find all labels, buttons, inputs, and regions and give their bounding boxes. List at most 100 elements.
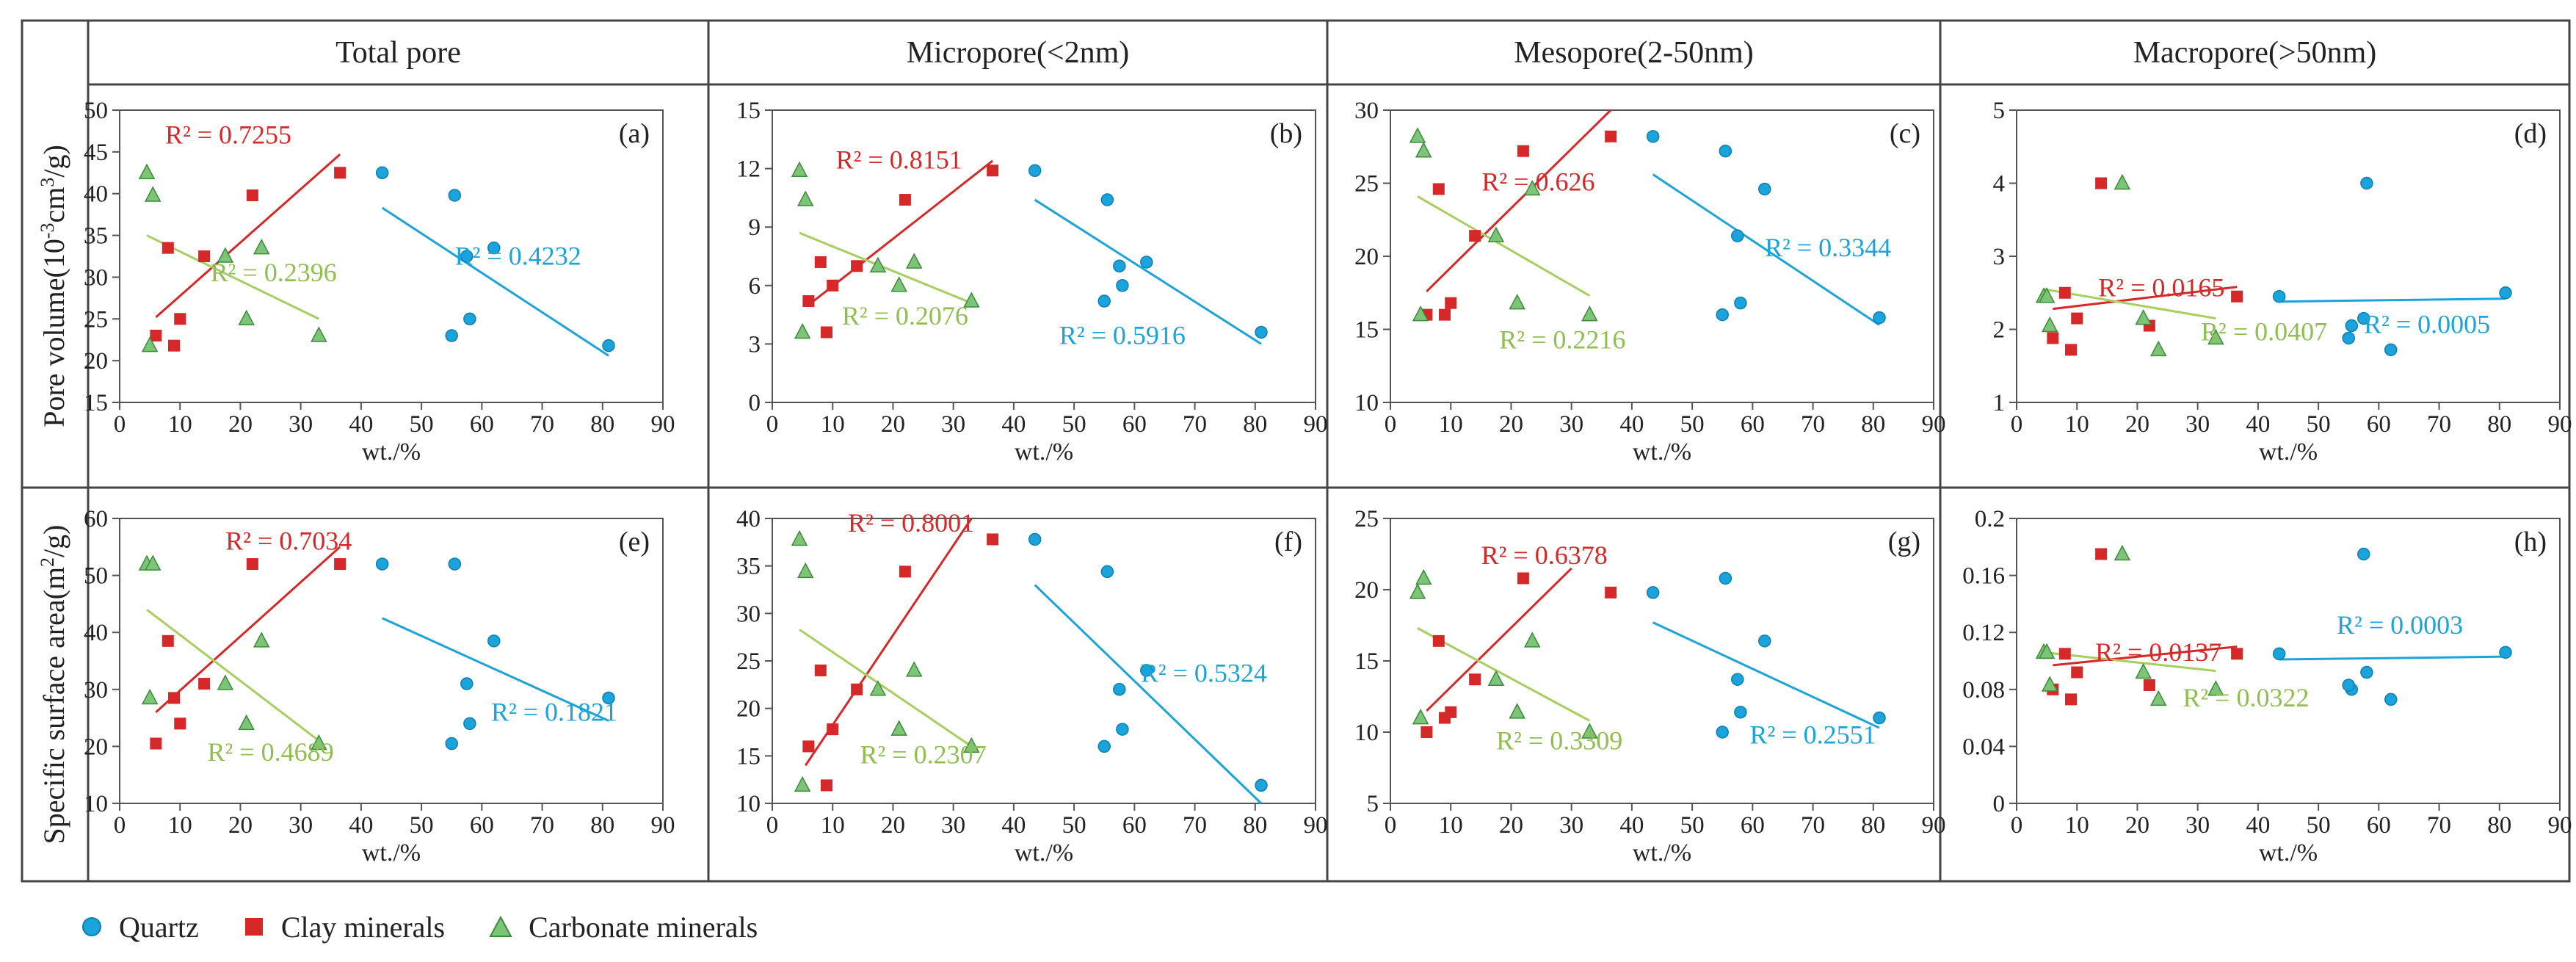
- point-clay: [1469, 230, 1481, 242]
- point-carbonate: [1409, 127, 1426, 143]
- x-tick-label: 80: [2487, 812, 2511, 839]
- point-quartz: [463, 312, 476, 326]
- x-tick-label: 70: [530, 411, 554, 438]
- x-tick-label: 50: [410, 812, 434, 839]
- r2-label-carbonate: R² = 0.2307: [860, 740, 987, 770]
- x-tick-label: 50: [1680, 812, 1705, 839]
- point-clay: [198, 250, 211, 262]
- panel-id: (e): [619, 527, 650, 557]
- x-tick-label: 0: [1385, 812, 1397, 839]
- fit-line-carbonate: [146, 608, 320, 742]
- point-carbonate: [217, 674, 234, 690]
- x-tick-label: 50: [1062, 411, 1086, 438]
- y-tick-label: 40: [84, 181, 108, 208]
- x-tick-label: 20: [2125, 411, 2149, 438]
- x-tick-label: 10: [821, 411, 845, 438]
- r2-label-clay: R² = 0.626: [1481, 167, 1594, 196]
- point-quartz: [460, 677, 474, 690]
- y-tick-label: 4: [1993, 171, 2006, 198]
- point-quartz: [1255, 325, 1268, 339]
- point-clay: [802, 740, 815, 753]
- point-carbonate: [311, 326, 327, 342]
- legend-marker-carbonate: [489, 916, 512, 937]
- point-quartz: [2272, 647, 2286, 661]
- x-tick-label: 10: [168, 812, 192, 839]
- legend-item-quartz: Quartz: [81, 910, 199, 944]
- r2-label-clay: R² = 0.7255: [165, 120, 291, 149]
- y-tick-label: 15: [1354, 317, 1379, 344]
- point-carbonate: [2114, 544, 2131, 561]
- x-tick-label: 0: [2011, 812, 2023, 839]
- fit-line-clay: [2053, 645, 2238, 667]
- panel-e: 0 10 20 30 40 50 60 70 80 90102030405060wt./%(e)R…: [84, 506, 675, 867]
- point-carbonate: [2038, 287, 2056, 303]
- point-quartz: [1140, 664, 1153, 677]
- point-clay: [987, 164, 999, 177]
- point-clay: [334, 167, 347, 179]
- y-tick-label: 20: [84, 348, 108, 375]
- y-tick-label: 25: [84, 306, 108, 333]
- point-carbonate: [138, 163, 156, 180]
- x-tick-label: 40: [1001, 812, 1026, 839]
- x-tick-label: 0: [766, 812, 779, 839]
- y-tick-label: 6: [749, 273, 761, 300]
- point-carbonate: [794, 775, 811, 792]
- fit-line-carbonate: [146, 234, 319, 320]
- x-tick-label: 10: [1439, 812, 1463, 839]
- r2-label-clay: R² = 0.6378: [1481, 540, 1608, 570]
- x-tick-label: 90: [1922, 411, 1946, 438]
- point-carbonate: [2207, 680, 2224, 696]
- point-quartz: [487, 634, 501, 648]
- x-tick-label: 20: [881, 411, 905, 438]
- x-tick-label: 60: [1741, 411, 1765, 438]
- x-tick-label: 60: [2367, 411, 2391, 438]
- x-tick-label: 0: [766, 411, 779, 438]
- panel-f: 0 10 20 30 40 50 60 70 80 9010152025303540wt./%(f…: [736, 506, 1328, 867]
- x-tick-label: 90: [1304, 812, 1328, 839]
- x-tick-label: 60: [1122, 411, 1147, 438]
- fit-line-carbonate: [1417, 195, 1591, 297]
- y-tick-label: 20: [1354, 244, 1379, 270]
- x-axis-label: wt./%: [2259, 839, 2318, 867]
- x-tick-label: 30: [941, 411, 965, 438]
- x-tick-label: 70: [2427, 812, 2451, 839]
- legend: Quartz Clay minerals Carbonate minerals: [81, 905, 802, 949]
- y-tick-label: 15: [1354, 648, 1379, 675]
- point-quartz: [1719, 571, 1733, 585]
- point-quartz: [460, 250, 474, 263]
- point-quartz: [602, 339, 615, 352]
- point-clay: [1432, 183, 1445, 195]
- point-carbonate: [1523, 179, 1541, 196]
- point-carbonate: [217, 247, 234, 263]
- point-carbonate: [794, 322, 811, 339]
- point-clay: [162, 634, 174, 647]
- point-carbonate: [2149, 340, 2167, 357]
- fit-line-clay: [808, 159, 994, 306]
- point-quartz: [1731, 673, 1744, 686]
- figure-svg: Total pore Micropore(<2nm) Mesopore(2-50nm…: [21, 19, 2572, 883]
- y-tick-label: 0: [749, 390, 761, 416]
- point-carbonate: [869, 680, 887, 696]
- fit-line-clay: [2053, 286, 2238, 311]
- x-tick-label: 0: [114, 411, 126, 438]
- point-quartz: [1097, 739, 1111, 753]
- panel-id: (a): [619, 118, 650, 149]
- point-carbonate: [1415, 568, 1432, 585]
- point-carbonate: [1581, 723, 1598, 739]
- panel-id: (c): [1890, 118, 1920, 149]
- x-tick-label: 70: [530, 812, 554, 839]
- row-label-part: Pore volume(10: [37, 239, 70, 427]
- x-tick-label: 10: [821, 812, 845, 839]
- point-carbonate: [1509, 703, 1525, 719]
- point-quartz: [445, 737, 458, 751]
- fit-line-carbonate: [799, 231, 972, 305]
- r2-label-carbonate: R² = 0.3309: [1496, 726, 1622, 755]
- point-quartz: [2360, 176, 2373, 190]
- point-quartz: [375, 166, 389, 180]
- y-tick-label: 25: [1354, 506, 1379, 532]
- panel-id: (h): [2514, 527, 2547, 557]
- point-clay: [2095, 177, 2108, 189]
- r2-label-quartz: R² = 0.1821: [491, 697, 617, 726]
- panel-g: 0 10 20 30 40 50 60 70 80 90 5 10 15 20 25 wt./% (g) R² =…: [1354, 506, 1946, 867]
- point-clay: [1517, 572, 1529, 585]
